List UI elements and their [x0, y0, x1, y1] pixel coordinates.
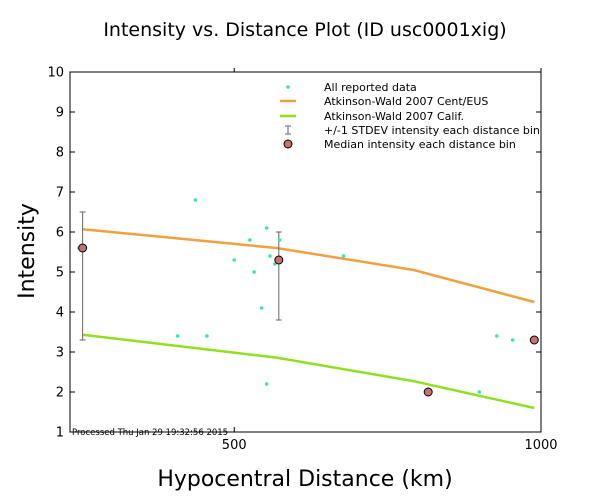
- reported-data-point: [268, 254, 272, 258]
- reported-data-point: [175, 334, 180, 338]
- reported-data-point: [252, 270, 256, 274]
- reported-data-point: [248, 238, 252, 242]
- y-tick-label: 6: [56, 226, 64, 241]
- reported-data-point: [510, 338, 515, 342]
- y-tick-label: 10: [47, 66, 64, 81]
- reported-data-point: [264, 226, 269, 230]
- legend: All reported data Atkinson-Wald 2007 Cen…: [280, 81, 540, 151]
- reported-data-point: [277, 238, 282, 242]
- reported-data-point: [495, 334, 499, 338]
- y-axis-label: Intensity: [15, 203, 40, 299]
- chart-title: Intensity vs. Distance Plot (ID usc0001x…: [103, 19, 506, 41]
- reported-data-point: [232, 258, 237, 262]
- calif-curve: [82, 333, 535, 410]
- legend-marker-median: [283, 139, 293, 149]
- y-tick-label: 3: [56, 346, 64, 361]
- legend-label-median: Median intensity each distance bin: [324, 138, 516, 151]
- x-tick-label: 1000: [524, 438, 557, 453]
- reported-data-point: [341, 254, 346, 258]
- reported-data-point: [193, 198, 198, 202]
- median-intensity-point: [78, 243, 88, 253]
- reported-data-point: [477, 390, 482, 394]
- y-tick-label: 4: [56, 306, 64, 321]
- reported-data-point: [264, 382, 269, 386]
- y-tick-label: 7: [56, 186, 64, 201]
- legend-marker-all-data: [286, 85, 290, 89]
- median-intensity-point: [274, 255, 284, 265]
- plot-frame: [69, 71, 542, 433]
- legend-label-all-data: All reported data: [324, 81, 417, 94]
- legend-label-calif: Atkinson-Wald 2007 Calif.: [324, 110, 464, 123]
- legend-marker-stdev: [285, 125, 291, 135]
- y-tick-label: 9: [56, 106, 64, 121]
- cent-eus-curve: [82, 227, 535, 304]
- reported-data-point: [259, 306, 264, 310]
- x-tick-label: 500: [222, 438, 247, 453]
- y-tick-label: 2: [56, 386, 64, 401]
- y-tick-label: 1: [56, 426, 64, 441]
- reported-data-point: [205, 334, 209, 338]
- y-tick-label: 5: [56, 266, 64, 281]
- legend-label-stdev: +/-1 STDEV intensity each distance bin: [324, 124, 540, 137]
- processed-timestamp: Processed Thu Jan 29 19:32:56 2015: [72, 428, 228, 438]
- x-axis-label: Hypocentral Distance (km): [157, 467, 452, 492]
- y-tick-label: 8: [56, 146, 64, 161]
- median-intensity-point: [529, 335, 539, 345]
- stdev-errorbar: [79, 211, 86, 341]
- median-intensity-point: [423, 387, 433, 397]
- legend-label-cent-eus: Atkinson-Wald 2007 Cent/EUS: [324, 95, 488, 108]
- stdev-errorbar: [275, 231, 282, 321]
